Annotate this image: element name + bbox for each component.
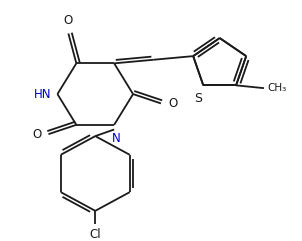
Text: Cl: Cl — [89, 228, 101, 241]
Text: O: O — [64, 14, 73, 27]
Text: N: N — [112, 132, 120, 145]
Text: O: O — [168, 97, 177, 110]
Text: HN: HN — [34, 87, 51, 100]
Text: CH₃: CH₃ — [267, 83, 286, 93]
Text: S: S — [194, 92, 202, 105]
Text: O: O — [32, 128, 41, 141]
